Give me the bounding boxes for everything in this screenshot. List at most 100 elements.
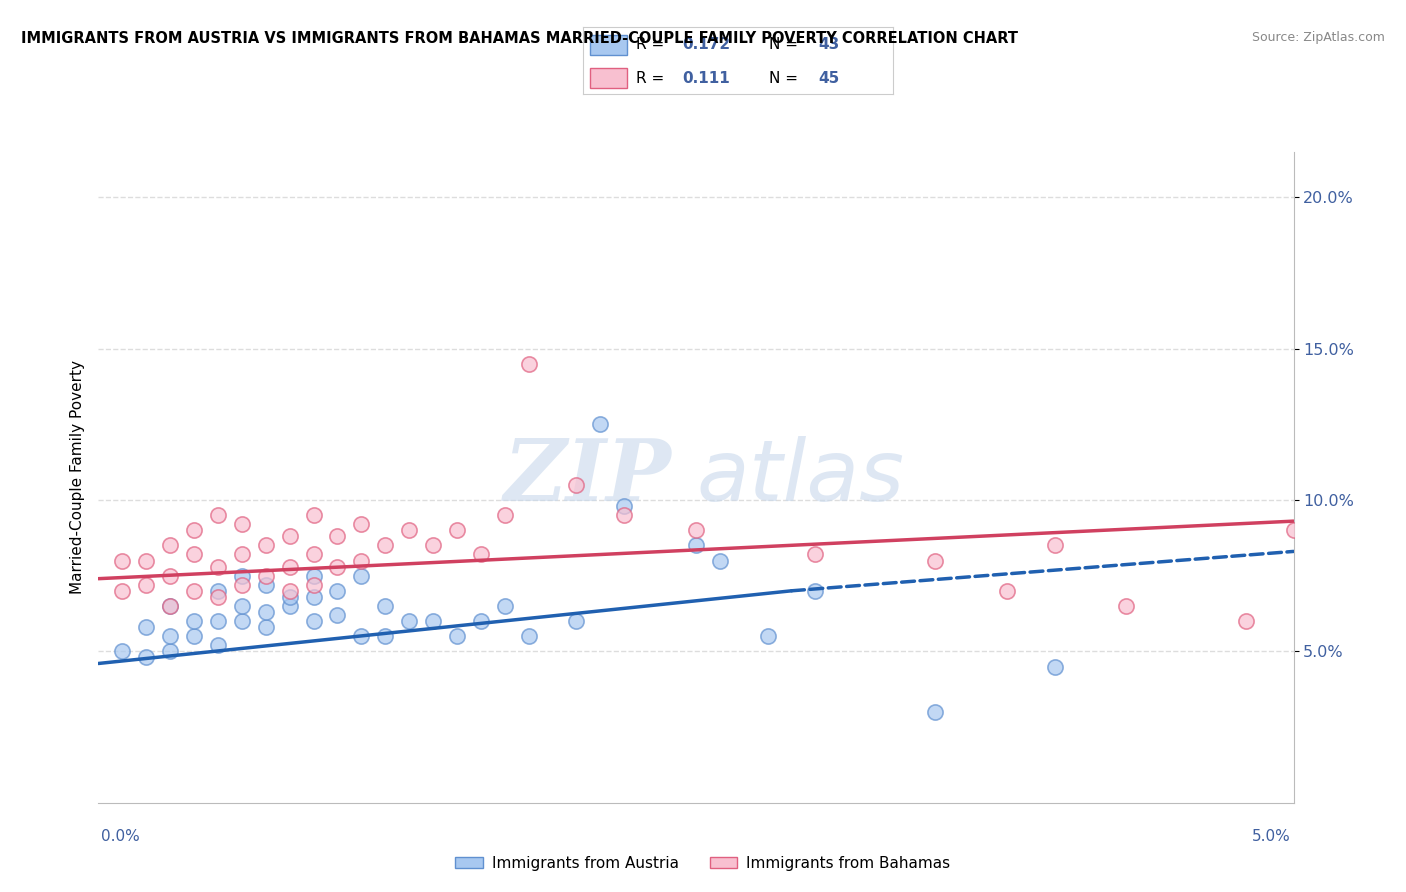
Point — [804, 548, 827, 562]
Point — [278, 529, 301, 543]
Text: ZIP: ZIP — [505, 435, 672, 519]
Point — [111, 644, 134, 658]
Point — [494, 508, 516, 522]
Point — [159, 538, 181, 552]
Point — [326, 559, 349, 574]
Point — [517, 357, 540, 371]
Point — [231, 578, 253, 592]
Point — [565, 477, 588, 491]
Point — [1043, 659, 1066, 673]
Point — [302, 568, 325, 582]
Point — [254, 620, 277, 634]
Point — [231, 517, 253, 532]
Point — [446, 523, 468, 537]
Text: 43: 43 — [818, 37, 839, 53]
Point — [422, 538, 444, 552]
Text: 0.172: 0.172 — [682, 37, 731, 53]
Point — [326, 529, 349, 543]
Text: IMMIGRANTS FROM AUSTRIA VS IMMIGRANTS FROM BAHAMAS MARRIED-COUPLE FAMILY POVERTY: IMMIGRANTS FROM AUSTRIA VS IMMIGRANTS FR… — [21, 31, 1018, 46]
Point — [1043, 538, 1066, 552]
Point — [111, 583, 134, 598]
Point — [159, 599, 181, 613]
Point — [374, 599, 396, 613]
Y-axis label: Married-Couple Family Poverty: Married-Couple Family Poverty — [69, 360, 84, 594]
Point — [1115, 599, 1137, 613]
Point — [207, 638, 229, 652]
Point — [207, 583, 229, 598]
Point — [350, 553, 373, 567]
Text: atlas: atlas — [696, 435, 904, 519]
Point — [159, 629, 181, 643]
Point — [422, 614, 444, 628]
Text: 0.0%: 0.0% — [101, 830, 141, 844]
Point — [565, 614, 588, 628]
Point — [350, 568, 373, 582]
Point — [1282, 523, 1305, 537]
Point — [135, 578, 157, 592]
Point — [183, 583, 205, 598]
Point — [254, 578, 277, 592]
Point — [254, 538, 277, 552]
Point — [517, 629, 540, 643]
Point — [207, 559, 229, 574]
Point — [613, 499, 636, 513]
Point — [207, 508, 229, 522]
Point — [302, 614, 325, 628]
Point — [685, 523, 707, 537]
Point — [924, 705, 946, 719]
Point — [302, 548, 325, 562]
Point — [470, 614, 492, 628]
Point — [302, 590, 325, 604]
Text: N =: N = — [769, 70, 803, 86]
Point — [207, 614, 229, 628]
Point — [135, 620, 157, 634]
Text: 5.0%: 5.0% — [1251, 830, 1291, 844]
Point — [446, 629, 468, 643]
Point — [183, 614, 205, 628]
Point — [278, 559, 301, 574]
Point — [159, 644, 181, 658]
Point — [470, 548, 492, 562]
Point — [924, 553, 946, 567]
Point — [494, 599, 516, 613]
Point — [374, 538, 396, 552]
Legend: Immigrants from Austria, Immigrants from Bahamas: Immigrants from Austria, Immigrants from… — [450, 850, 956, 877]
Point — [709, 553, 731, 567]
Point — [159, 568, 181, 582]
Point — [326, 607, 349, 622]
Point — [231, 599, 253, 613]
Point — [350, 517, 373, 532]
Text: R =: R = — [636, 37, 669, 53]
Point — [613, 508, 636, 522]
Point — [302, 578, 325, 592]
Text: R =: R = — [636, 70, 669, 86]
Point — [111, 553, 134, 567]
Point — [398, 523, 420, 537]
Point — [278, 590, 301, 604]
Point — [374, 629, 396, 643]
Text: 0.111: 0.111 — [682, 70, 730, 86]
Point — [685, 538, 707, 552]
Point — [254, 605, 277, 619]
Text: 45: 45 — [818, 70, 839, 86]
Point — [207, 590, 229, 604]
Point — [756, 629, 779, 643]
Point — [231, 614, 253, 628]
Point — [589, 417, 612, 432]
Text: N =: N = — [769, 37, 803, 53]
Point — [159, 599, 181, 613]
Point — [995, 583, 1018, 598]
Point — [183, 629, 205, 643]
Point — [350, 629, 373, 643]
Point — [135, 650, 157, 665]
Point — [231, 548, 253, 562]
Point — [278, 583, 301, 598]
Point — [326, 583, 349, 598]
Point — [302, 508, 325, 522]
Point — [278, 599, 301, 613]
FancyBboxPatch shape — [589, 35, 627, 55]
FancyBboxPatch shape — [589, 68, 627, 88]
Point — [1234, 614, 1257, 628]
Point — [183, 523, 205, 537]
Point — [254, 568, 277, 582]
